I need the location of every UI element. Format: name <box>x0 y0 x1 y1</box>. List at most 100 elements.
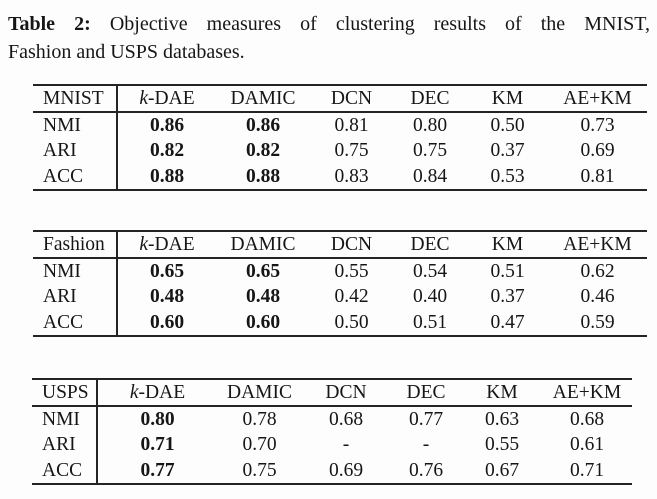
table-caption: Table 2: Objective measures of clusterin… <box>8 10 650 66</box>
value-mnist-nmi-damic: 0.86 <box>245 114 281 136</box>
value-usps-ari-km: 0.55 <box>484 434 520 455</box>
column-header-km: KM <box>467 231 548 259</box>
value-fashion-nmi-km: 0.51 <box>490 260 525 282</box>
value-fashion-ari-dcn: 0.42 <box>334 286 369 307</box>
column-header-dec: DEC <box>393 85 467 113</box>
value-usps-acc-k-dae: 0.77 <box>140 459 175 481</box>
table-usps-body: NMI 0.80 0.78 0.68 0.77 0.63 0.68 ARI 0.71 0.70 - -… <box>32 406 632 484</box>
value-usps-ari-dcn: - <box>342 434 350 455</box>
table-usps-header: USPS k-DAE DAMIC DCN DEC KM AE+KM <box>32 379 632 407</box>
caption-line-2: Fashion and USPS databases. <box>8 41 245 63</box>
metric-label-nmi: NMI <box>33 258 118 284</box>
row-usps-ari: ARI 0.71 0.70 - - 0.55 0.61 <box>32 432 632 458</box>
value-fashion-ari-km: 0.37 <box>490 286 525 307</box>
value-mnist-nmi-dcn: 0.81 <box>334 114 369 136</box>
metric-label-acc: ACC <box>33 164 118 190</box>
metric-label-ari: ARI <box>33 138 118 164</box>
row-usps-acc: ACC 0.77 0.75 0.69 0.76 0.67 0.71 <box>32 458 632 484</box>
value-mnist-acc-damic: 0.88 <box>245 165 281 187</box>
value-usps-acc-km: 0.67 <box>484 459 520 481</box>
table-fashion: Fashion k-DAE DAMIC DCN DEC KM AE+KM NMI 0.65 0.… <box>33 230 647 337</box>
value-usps-ari-damic: 0.70 <box>242 434 277 455</box>
value-usps-acc-ae-km: 0.71 <box>569 459 605 481</box>
column-header-damic: DAMIC <box>217 379 302 407</box>
column-header-dcn: DCN <box>310 231 393 259</box>
value-fashion-ari-ae-km: 0.46 <box>580 286 615 307</box>
value-mnist-ari-km: 0.37 <box>490 140 525 161</box>
value-mnist-acc-km: 0.53 <box>490 165 525 187</box>
column-header-k-dae: k-DAE <box>117 231 216 259</box>
column-header-km: KM <box>467 85 548 113</box>
value-usps-nmi-dec: 0.77 <box>408 408 444 430</box>
value-usps-acc-dcn: 0.69 <box>328 459 364 481</box>
caption-text: Objective measures of clustering results… <box>109 13 650 35</box>
caption-label: Table 2: <box>8 13 91 35</box>
value-fashion-acc-dcn: 0.50 <box>334 311 369 333</box>
value-mnist-ari-dec: 0.75 <box>412 140 448 161</box>
value-usps-ari-dec: - <box>422 434 430 455</box>
value-mnist-nmi-dec: 0.80 <box>412 114 448 136</box>
value-fashion-acc-ae-km: 0.59 <box>580 311 615 333</box>
header-row: Fashion k-DAE DAMIC DCN DEC KM AE+KM <box>33 231 647 259</box>
value-fashion-acc-damic: 0.60 <box>245 311 281 333</box>
column-header-dec: DEC <box>390 379 462 407</box>
value-mnist-nmi-ae-km: 0.73 <box>580 114 615 136</box>
metric-label-ari: ARI <box>33 284 118 310</box>
row-fashion-nmi: NMI 0.65 0.65 0.55 0.54 0.51 0.62 <box>33 258 647 284</box>
column-header-km: KM <box>462 379 542 407</box>
value-usps-nmi-ae-km: 0.68 <box>569 408 605 430</box>
value-fashion-nmi-k-dae: 0.65 <box>149 260 185 282</box>
table-mnist: MNIST k-DAE DAMIC DCN DEC KM AE+KM NMI 0.86 0.86… <box>33 84 647 191</box>
value-mnist-acc-dec: 0.84 <box>412 165 448 187</box>
metric-label-nmi: NMI <box>32 406 98 432</box>
value-usps-ari-k-dae: 0.71 <box>140 434 175 455</box>
table-usps: USPS k-DAE DAMIC DCN DEC KM AE+KM NMI 0.80 0.78 0… <box>32 378 632 485</box>
value-mnist-ari-dcn: 0.75 <box>334 140 369 161</box>
value-usps-ari-ae-km: 0.61 <box>569 434 605 455</box>
value-mnist-ari-k-dae: 0.82 <box>149 140 185 161</box>
value-usps-nmi-damic: 0.78 <box>242 408 277 430</box>
row-mnist-nmi: NMI 0.86 0.86 0.81 0.80 0.50 0.73 <box>33 112 647 138</box>
value-fashion-nmi-damic: 0.65 <box>245 260 281 282</box>
column-header-k-dae: k-DAE <box>117 85 216 113</box>
value-usps-nmi-km: 0.63 <box>484 408 520 430</box>
metric-label-ari: ARI <box>32 432 98 458</box>
metric-label-acc: ACC <box>32 458 98 484</box>
row-usps-nmi: NMI 0.80 0.78 0.68 0.77 0.63 0.68 <box>32 406 632 432</box>
value-mnist-acc-k-dae: 0.88 <box>149 165 185 187</box>
column-header-ae-km: AE+KM <box>548 231 647 259</box>
value-fashion-nmi-dcn: 0.55 <box>334 260 369 282</box>
column-header-dec: DEC <box>393 231 467 259</box>
row-mnist-ari: ARI 0.82 0.82 0.75 0.75 0.37 0.69 <box>33 138 647 164</box>
value-fashion-acc-dec: 0.51 <box>412 311 448 333</box>
column-header-k-dae: k-DAE <box>97 379 217 407</box>
dataset-label-mnist: MNIST <box>33 85 118 113</box>
row-fashion-acc: ACC 0.60 0.60 0.50 0.51 0.47 0.59 <box>33 310 647 336</box>
value-mnist-acc-dcn: 0.83 <box>334 165 369 187</box>
value-mnist-acc-ae-km: 0.81 <box>580 165 615 187</box>
value-fashion-nmi-dec: 0.54 <box>412 260 448 282</box>
caption-line-1: Table 2: Objective measures of clusterin… <box>8 10 650 38</box>
table-mnist-header: MNIST k-DAE DAMIC DCN DEC KM AE+KM <box>33 85 647 113</box>
column-header-dcn: DCN <box>302 379 390 407</box>
value-fashion-ari-k-dae: 0.48 <box>149 286 185 307</box>
value-fashion-nmi-ae-km: 0.62 <box>580 260 615 282</box>
column-header-ae-km: AE+KM <box>548 85 647 113</box>
value-mnist-ari-ae-km: 0.69 <box>580 140 615 161</box>
dataset-label-fashion: Fashion <box>33 231 118 259</box>
table-mnist-body: NMI 0.86 0.86 0.81 0.80 0.50 0.73 ARI 0.82 0.82 0.… <box>33 112 647 190</box>
value-fashion-acc-km: 0.47 <box>490 311 525 333</box>
value-usps-acc-dec: 0.76 <box>408 459 444 481</box>
column-header-damic: DAMIC <box>216 231 310 259</box>
table-fashion-header: Fashion k-DAE DAMIC DCN DEC KM AE+KM <box>33 231 647 259</box>
metric-label-acc: ACC <box>33 310 118 336</box>
value-fashion-acc-k-dae: 0.60 <box>149 311 185 333</box>
value-usps-nmi-dcn: 0.68 <box>328 408 364 430</box>
value-fashion-ari-dec: 0.40 <box>412 286 448 307</box>
column-header-ae-km: AE+KM <box>542 379 632 407</box>
metric-label-nmi: NMI <box>33 112 118 138</box>
row-fashion-ari: ARI 0.48 0.48 0.42 0.40 0.37 0.46 <box>33 284 647 310</box>
value-mnist-nmi-km: 0.50 <box>490 114 525 136</box>
header-row: MNIST k-DAE DAMIC DCN DEC KM AE+KM <box>33 85 647 113</box>
column-header-dcn: DCN <box>310 85 393 113</box>
